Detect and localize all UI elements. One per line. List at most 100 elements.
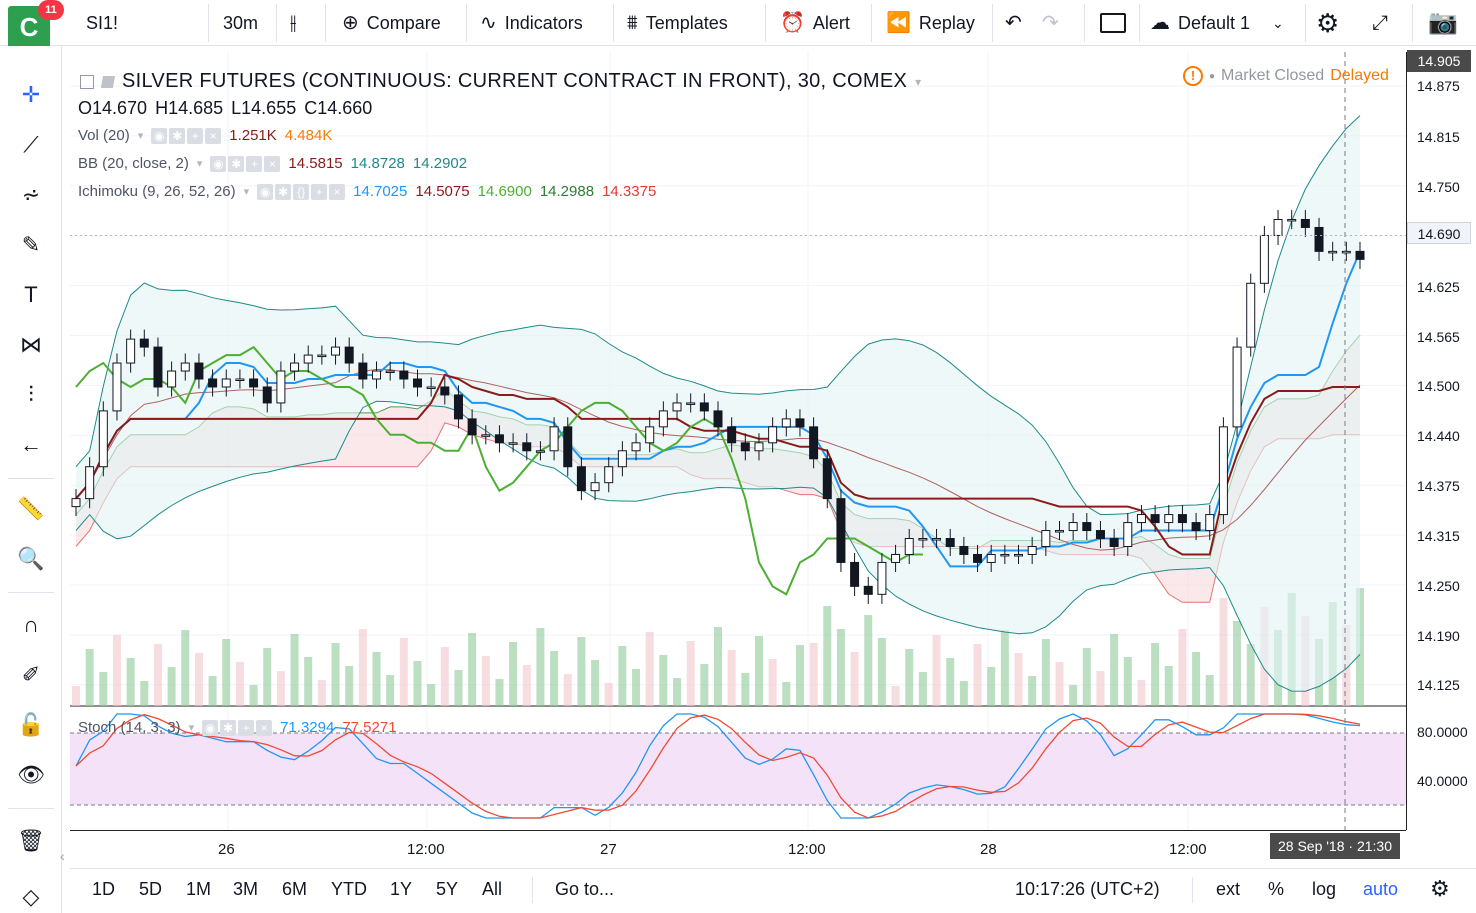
- range-5y-button[interactable]: 5Y: [436, 879, 459, 899]
- volume-value: 1.251K: [229, 127, 277, 144]
- symbol-search-button[interactable]: SI1!: [86, 0, 118, 46]
- goto-button[interactable]: Go to...: [555, 879, 615, 899]
- close-icon[interactable]: ×: [264, 155, 281, 172]
- candle-body: [918, 538, 928, 541]
- layers-tool[interactable]: ◇: [12, 878, 50, 913]
- undo-button[interactable]: ↶: [1005, 0, 1022, 46]
- compare-label: Compare: [366, 13, 441, 33]
- close-icon[interactable]: ×: [329, 183, 346, 200]
- plus-icon[interactable]: +: [311, 183, 328, 200]
- chikou-value: 14.6900: [477, 183, 532, 200]
- alert-button[interactable]: ⏰ Alert: [780, 0, 850, 46]
- range-1d-button[interactable]: 1D: [92, 879, 116, 899]
- replay-button[interactable]: ⏪ Replay: [886, 0, 975, 46]
- eye-icon[interactable]: ◉: [210, 155, 227, 172]
- range-5d-button[interactable]: 5D: [139, 879, 163, 899]
- divider: [1139, 4, 1140, 42]
- volume-bar: [864, 615, 873, 706]
- candle-body: [1164, 514, 1174, 524]
- eye-icon[interactable]: ◉: [202, 719, 219, 736]
- auto-toggle[interactable]: auto: [1363, 879, 1399, 899]
- ichimoku-study-name: Ichimoku (9, 26, 52, 26): [78, 183, 236, 200]
- fib-tool[interactable]: ⩫: [12, 176, 50, 214]
- percent-toggle[interactable]: %: [1268, 879, 1285, 899]
- collapse-left-icon[interactable]: ‹: [60, 848, 65, 864]
- expand-button[interactable]: ⤢: [1372, 0, 1388, 46]
- eye-icon[interactable]: ◉: [257, 183, 274, 200]
- snapshot-button[interactable]: 📷: [1428, 0, 1458, 46]
- visibility-tool[interactable]: 👁: [12, 756, 50, 794]
- candle-body: [153, 346, 163, 388]
- gear-icon[interactable]: ✱: [220, 719, 237, 736]
- market-closed-label: Market Closed: [1221, 67, 1325, 84]
- stoch-study-name: Stoch (14, 3, 3): [78, 719, 181, 736]
- close-icon[interactable]: ×: [256, 719, 273, 736]
- flag-icon[interactable]: [100, 75, 116, 88]
- pattern-tool[interactable]: ⋈: [12, 326, 50, 364]
- scale-settings-button[interactable]: ⚙: [1430, 869, 1450, 909]
- log-toggle[interactable]: log: [1312, 879, 1337, 899]
- volume-bar: [99, 672, 108, 706]
- candle-body: [781, 418, 791, 428]
- bb-legend[interactable]: BB (20, close, 2) ▾ ◉ ✱ + × 14.5815 14.8728…: [78, 155, 467, 172]
- ichimoku-legend[interactable]: Ichimoku (9, 26, 52, 26) ▾ ◉ ✱{} + × 14.702…: [78, 183, 656, 200]
- range-ytd-button[interactable]: YTD: [331, 879, 367, 899]
- magnet-tool[interactable]: ∩: [12, 606, 50, 644]
- redo-button[interactable]: ↷: [1042, 0, 1059, 46]
- plus-icon[interactable]: +: [187, 127, 204, 144]
- eye-icon[interactable]: ◉: [151, 127, 168, 144]
- plus-icon[interactable]: +: [246, 155, 263, 172]
- range-1m-button[interactable]: 1M: [186, 879, 212, 899]
- time-scale[interactable]: 26 12:00 27 12:00 28 12:00 28 Sep '18 · …: [70, 830, 1406, 868]
- trendline-tool[interactable]: ⟋: [12, 126, 50, 164]
- range-6m-button[interactable]: 6M: [282, 879, 308, 899]
- low-value: 14.655: [241, 98, 297, 118]
- range-all-button[interactable]: All: [482, 879, 503, 899]
- text-tool[interactable]: T: [12, 276, 50, 314]
- compare-button[interactable]: ⊕ Compare: [342, 0, 441, 46]
- back-tool[interactable]: ←: [12, 426, 50, 464]
- price-scale[interactable]: 14.875 14.815 14.750 14.625 14.565 14.50…: [1406, 50, 1476, 830]
- layout-button[interactable]: ☁ Default 1 ⌄: [1150, 0, 1284, 46]
- fullscreen-layout-button[interactable]: [1100, 0, 1126, 46]
- logo-button[interactable]: C 11: [8, 0, 64, 48]
- measure-tool[interactable]: 📏: [12, 490, 50, 528]
- candle-body: [508, 442, 518, 445]
- gear-icon[interactable]: ✱: [275, 183, 292, 200]
- collapse-icon[interactable]: [80, 74, 94, 89]
- lock-drawing-tool[interactable]: ✐: [12, 656, 50, 694]
- chart-style-button[interactable]: ⫲: [290, 0, 296, 46]
- prediction-tool[interactable]: ⫶: [12, 376, 50, 414]
- settings-button[interactable]: ⚙: [1316, 0, 1339, 46]
- candle-body: [481, 434, 491, 437]
- range-1y-button[interactable]: 1Y: [390, 879, 413, 899]
- price-tick: 14.125: [1417, 677, 1460, 693]
- braces-icon[interactable]: {}: [293, 183, 310, 200]
- range-3m-button[interactable]: 3M: [233, 879, 259, 899]
- templates-button[interactable]: ⩩ Templates: [627, 0, 728, 46]
- plus-icon[interactable]: +: [238, 719, 255, 736]
- gear-icon[interactable]: ✱: [228, 155, 245, 172]
- candle-body: [467, 418, 477, 436]
- volume-bar: [1123, 657, 1132, 706]
- gear-icon[interactable]: ✱: [169, 127, 186, 144]
- lock-tool[interactable]: 🔓: [12, 706, 50, 744]
- indicators-button[interactable]: ∿ Indicators: [480, 0, 583, 46]
- brush-tool[interactable]: ✎: [12, 226, 50, 264]
- remove-tool[interactable]: 🗑: [12, 822, 50, 860]
- volume-legend[interactable]: Vol (20) ▾ ◉ ✱ + × 1.251K 4.484K: [78, 127, 332, 144]
- market-status[interactable]: ! ● Market Closed Delayed: [1183, 66, 1389, 86]
- chart-canvas[interactable]: [70, 52, 1406, 830]
- zoom-tool[interactable]: 🔍: [12, 540, 50, 578]
- clock-label[interactable]: 10:17:26 (UTC+2): [1015, 879, 1160, 899]
- stoch-legend[interactable]: Stoch (14, 3, 3) ▾ ◉ ✱ + × 71.3294 77.5271: [78, 719, 397, 736]
- volume-bar: [1069, 685, 1078, 706]
- volume-bar: [987, 667, 996, 706]
- stoch-tick: 40.0000: [1417, 773, 1468, 789]
- time-tick: 12:00: [1169, 841, 1207, 858]
- crosshair-tool[interactable]: ✛: [12, 76, 50, 114]
- close-icon[interactable]: ×: [205, 127, 222, 144]
- interval-button[interactable]: 30m: [223, 0, 258, 46]
- chevron-down-icon[interactable]: ▾: [915, 74, 922, 89]
- ext-toggle[interactable]: ext: [1216, 879, 1241, 899]
